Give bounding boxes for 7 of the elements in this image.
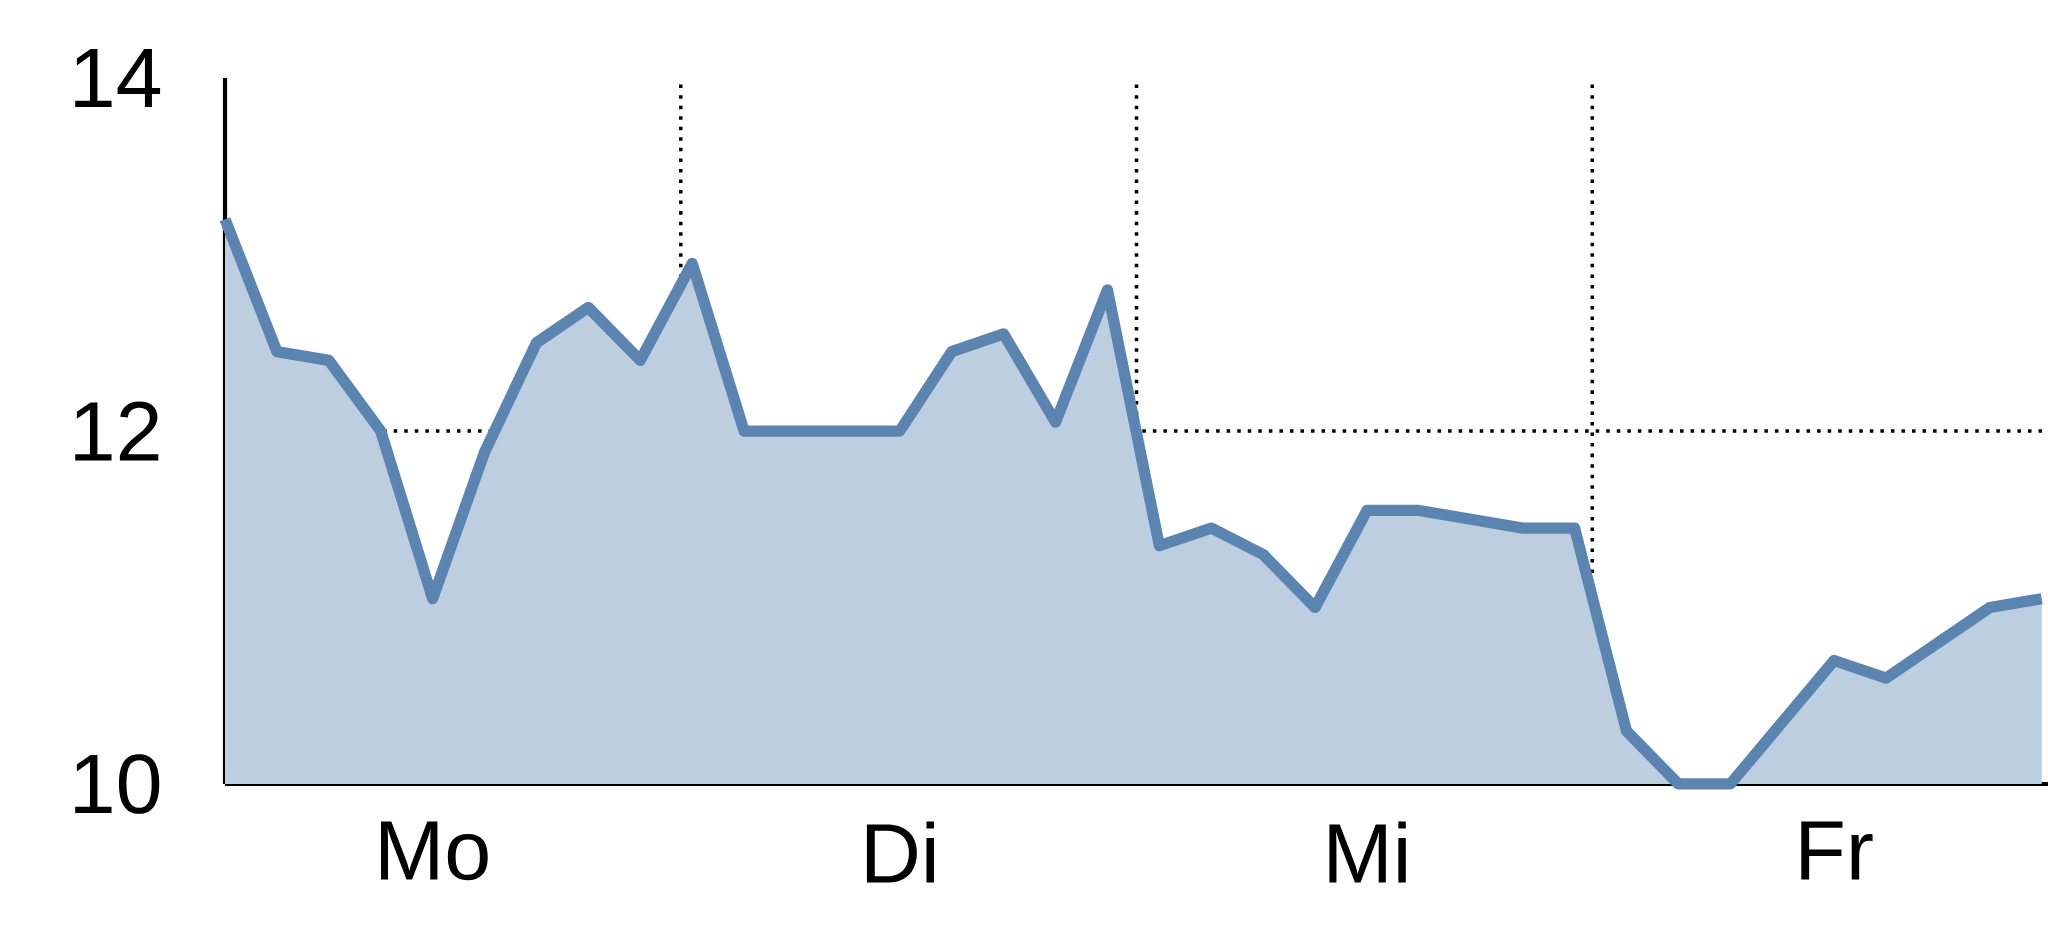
x-tick-label: Mi xyxy=(1329,821,1406,883)
y-tick-label: 10 xyxy=(75,754,160,814)
y-tick-label: 14 xyxy=(75,48,161,108)
x-tick-label: Di xyxy=(866,821,934,883)
y-tick-label: 12 xyxy=(75,401,159,461)
x-tick-label: Fr xyxy=(1801,821,1873,880)
x-tick-label: Mo xyxy=(380,821,488,881)
